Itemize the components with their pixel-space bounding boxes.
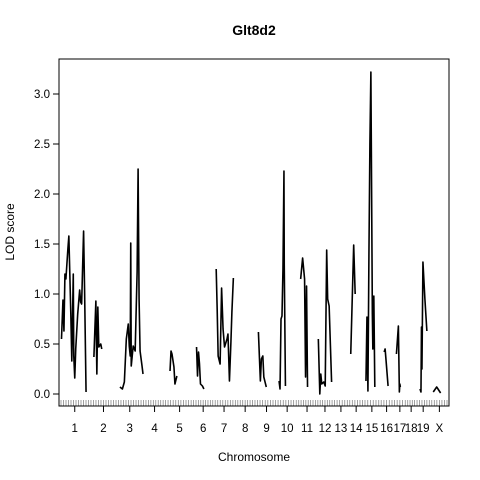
- x-tick-label: 11: [301, 423, 313, 435]
- x-tick-label: 15: [365, 423, 378, 435]
- x-tick-label: 14: [350, 423, 363, 435]
- x-axis-label: Chromosome: [218, 450, 290, 464]
- y-tick-label: 1.5: [34, 239, 50, 251]
- x-tick-label: 10: [281, 423, 294, 435]
- marker-rug: [60, 400, 448, 406]
- y-tick-label: 0.5: [34, 339, 50, 351]
- x-tick-label: 12: [319, 423, 332, 435]
- y-axis-label: LOD score: [3, 203, 17, 261]
- lod-line-chr-X: [432, 386, 442, 394]
- x-tick-label: 3: [127, 423, 133, 435]
- lod-line-chr-19: [419, 261, 428, 393]
- lod-line-chr-5: [169, 350, 178, 385]
- x-tick-label: 2: [100, 423, 106, 435]
- lod-line-chr-7: [215, 268, 235, 382]
- y-tick-label: 1.0: [34, 289, 50, 301]
- x-tick-label: 9: [263, 423, 269, 435]
- y-tick-label: 2.0: [34, 189, 50, 201]
- lod-line-chr-1: [60, 230, 87, 393]
- lod-line-chr-14: [349, 244, 356, 355]
- x-tick-label: 17: [393, 423, 406, 435]
- y-tick-label: 0.0: [34, 389, 50, 401]
- y-axis: 0.0 0.5 1.0 1.5 2.0 2.5 3.0: [34, 89, 59, 401]
- lod-line-chr-17: [395, 325, 402, 393]
- lod-line-chr-2: [93, 300, 103, 375]
- x-tick-label: 5: [176, 423, 182, 435]
- chart-title: Glt8d2: [232, 22, 276, 38]
- x-tick-label: 7: [221, 423, 227, 435]
- plot-frame: [58, 58, 450, 407]
- lod-line-chr-15: [365, 71, 376, 392]
- y-tick-label: 2.5: [34, 139, 50, 151]
- x-tick-label: 18: [405, 423, 418, 435]
- x-tick-label: 19: [417, 423, 430, 435]
- lod-line-chr-16: [383, 348, 389, 387]
- x-tick-label: 16: [380, 423, 393, 435]
- lod-series: [60, 71, 442, 395]
- lod-line-chr-3: [119, 168, 144, 390]
- y-tick-label: 3.0: [34, 89, 50, 101]
- lod-line-chr-12: [317, 249, 333, 395]
- lod-line-chr-6: [195, 346, 205, 390]
- x-tick-label: 6: [200, 423, 206, 435]
- lod-line-chr-9: [257, 331, 268, 388]
- x-tick-label: 13: [335, 423, 348, 435]
- x-tick-label: 8: [242, 423, 248, 435]
- lod-line-chr-11: [299, 257, 309, 388]
- lod-line-chr-10: [278, 170, 287, 390]
- x-tick-label: 4: [151, 423, 158, 435]
- x-tick-label: X: [436, 423, 444, 435]
- x-tick-label: 1: [72, 423, 78, 435]
